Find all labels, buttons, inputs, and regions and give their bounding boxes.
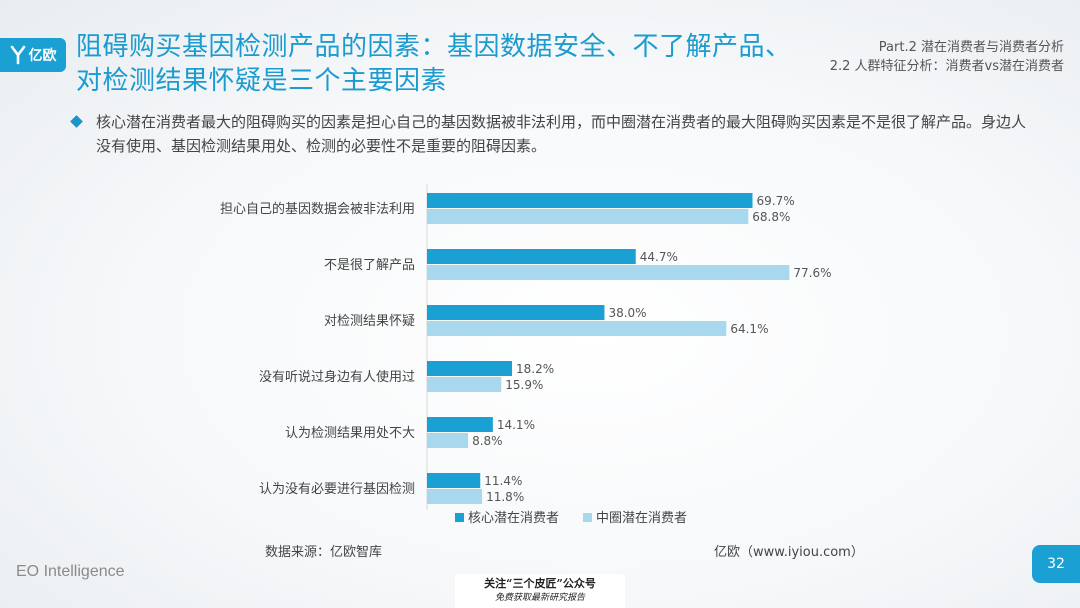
category-label: 不是很了解产品 [324, 258, 415, 273]
bar-core [427, 305, 605, 320]
section-part: Part.2 潜在消费者与消费者分析 [878, 40, 1064, 55]
bar-middle [427, 489, 483, 504]
data-label: 8.8% [472, 434, 503, 448]
bar-middle [427, 265, 790, 280]
data-label: 44.7% [640, 250, 678, 264]
logo-text: 亿欧 [28, 48, 57, 64]
data-label: 18.2% [516, 362, 554, 376]
data-label: 68.8% [752, 210, 790, 224]
bar-middle [427, 433, 469, 448]
bar-core [427, 473, 481, 488]
data-label: 38.0% [608, 306, 646, 320]
watermark: 关注“三个皮匠”公众号 免费获取最新研究报告 [455, 574, 625, 608]
legend-swatch [455, 513, 464, 522]
category-label: 对检测结果怀疑 [324, 313, 415, 329]
watermark-line2: 免费获取最新研究报告 [494, 593, 585, 603]
category-label: 担心自己的基因数据会被非法利用 [220, 201, 415, 217]
brand-footer: EO Intelligence [16, 563, 125, 580]
legend-label: 中圈潜在消费者 [596, 511, 687, 526]
data-label: 11.8% [486, 490, 524, 504]
data-label: 77.6% [793, 266, 831, 280]
bar-core [427, 361, 512, 376]
legend-swatch [583, 513, 592, 522]
section-subpart: 2.2 人群特征分析：消费者vs潜在消费者 [829, 59, 1064, 74]
category-label: 认为检测结果用处不大 [285, 426, 415, 441]
yiou-y-icon [10, 45, 25, 65]
bar-core [427, 193, 753, 208]
key-finding: 核心潜在消费者最大的阻碍购买的因素是担心自己的基因数据被非法利用，而中圈潜在消费… [70, 110, 1032, 158]
bar-middle [427, 209, 749, 224]
bar-core [427, 249, 636, 264]
bar-core [427, 417, 493, 432]
watermark-line1: 关注“三个皮匠”公众号 [484, 577, 596, 590]
data-source: 数据来源：亿欧智库 [265, 545, 383, 560]
bar-middle [427, 321, 727, 336]
page-title: 阻碍购买基因检测产品的因素：基因数据安全、不了解产品、对检测结果怀疑是三个主要因… [76, 32, 792, 96]
category-label: 认为没有必要进行基因检测 [259, 482, 415, 497]
category-label: 没有听说过身边有人使用过 [259, 369, 415, 385]
section-indicator: Part.2 潜在消费者与消费者分析 2.2 人群特征分析：消费者vs潜在消费者 [830, 38, 1064, 76]
data-label: 14.1% [497, 418, 535, 432]
data-label: 15.9% [505, 378, 543, 392]
data-label: 11.4% [484, 474, 522, 488]
bar-chart: 担心自己的基因数据会被非法利用 69.7% 68.8% 不是很了解产品 44.7% 77.… [220, 184, 832, 526]
page-number: 32 [1032, 545, 1080, 583]
bar-middle [427, 377, 502, 392]
website-credit: 亿欧（www.iyiou.com） [714, 545, 864, 560]
data-label: 64.1% [730, 322, 768, 336]
diamond-bullet-icon [70, 115, 83, 128]
key-finding-text: 核心潜在消费者最大的阻碍购买的因素是担心自己的基因数据被非法利用，而中圈潜在消费… [96, 113, 1027, 155]
data-label: 69.7% [756, 194, 794, 208]
legend-label: 核心潜在消费者 [468, 511, 559, 526]
logo: 亿欧 [0, 38, 66, 72]
